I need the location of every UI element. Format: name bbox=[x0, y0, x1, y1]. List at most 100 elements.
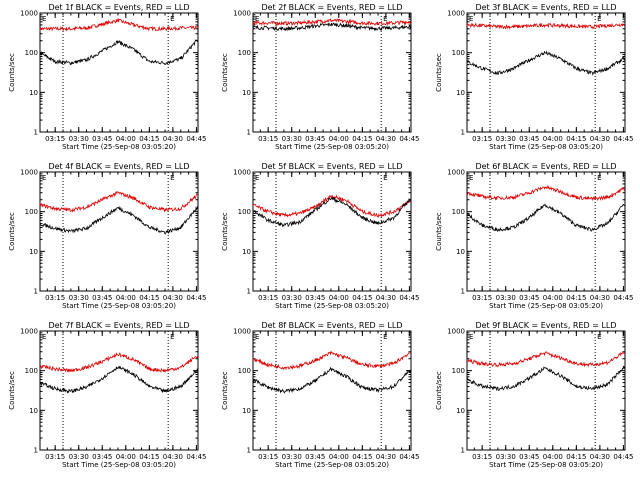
y-axis-label: Counts/sec bbox=[221, 371, 229, 410]
x-tick-label: 03:45 bbox=[305, 294, 325, 302]
x-axis-label: Start Time (25-Sep-08 03:05:20) bbox=[275, 302, 389, 310]
plot-frame bbox=[466, 171, 626, 292]
x-tick-label: 04:45 bbox=[186, 135, 206, 143]
x-tick-label: 04:15 bbox=[139, 453, 159, 461]
event-marker: E bbox=[383, 15, 387, 23]
x-tick-label: 04:30 bbox=[163, 294, 183, 302]
panel-det-2f: Det 2f BLACK = Events, RED = LLD 1 10 100 10… bbox=[221, 3, 420, 151]
event-marker: E bbox=[170, 333, 174, 341]
x-tick-label: 03:45 bbox=[519, 135, 539, 143]
x-axis-label: Start Time (25-Sep-08 03:05:20) bbox=[489, 302, 603, 310]
x-tick-label: 04:30 bbox=[376, 135, 396, 143]
x-tick-label: 03:15 bbox=[258, 453, 278, 461]
x-tick-label: 04:45 bbox=[613, 294, 633, 302]
x-axis-label: Start Time (25-Sep-08 03:05:20) bbox=[275, 143, 389, 151]
panel-det-3f: Det 3f BLACK = Events, RED = LLD 1 10 100 10… bbox=[435, 3, 634, 151]
y-tick-label: 1000 bbox=[233, 328, 251, 336]
y-tick-label: 1 bbox=[461, 129, 465, 137]
event-marker: E bbox=[255, 174, 259, 182]
series-lld-line bbox=[39, 17, 198, 32]
x-tick-label: 03:30 bbox=[69, 453, 89, 461]
y-axis-label: Counts/sec bbox=[8, 53, 16, 92]
y-tick-label: 100 bbox=[238, 208, 251, 216]
panel-title: Det 7f BLACK = Events, RED = LLD bbox=[48, 321, 189, 330]
x-tick-label: 04:15 bbox=[566, 135, 586, 143]
y-tick-label: 10 bbox=[29, 248, 38, 256]
event-marker: E bbox=[597, 174, 601, 182]
series-events-line bbox=[252, 22, 412, 32]
panel-title: Det 3f BLACK = Events, RED = LLD bbox=[475, 3, 616, 12]
event-marker: E bbox=[469, 174, 473, 182]
series-lld-line bbox=[466, 22, 625, 31]
y-tick-label: 100 bbox=[238, 367, 251, 375]
x-tick-label: 04:15 bbox=[352, 294, 372, 302]
x-tick-label: 04:15 bbox=[139, 294, 159, 302]
x-tick-label: 03:30 bbox=[282, 453, 302, 461]
y-tick-label: 100 bbox=[452, 208, 465, 216]
y-tick-label: 1 bbox=[461, 288, 465, 296]
x-tick-label: 04:30 bbox=[163, 135, 183, 143]
series-lld-line bbox=[39, 191, 198, 213]
x-tick-label: 03:45 bbox=[305, 453, 325, 461]
x-axis-label: Start Time (25-Sep-08 03:05:20) bbox=[275, 461, 389, 469]
event-marker: E bbox=[170, 15, 174, 23]
x-tick-label: 03:15 bbox=[45, 135, 65, 143]
x-tick-label: 03:15 bbox=[45, 453, 65, 461]
event-marker: E bbox=[597, 15, 601, 23]
y-tick-label: 1000 bbox=[20, 10, 38, 18]
x-tick-label: 04:00 bbox=[543, 294, 563, 302]
y-tick-label: 10 bbox=[242, 89, 251, 97]
x-tick-label: 04:00 bbox=[543, 453, 563, 461]
y-tick-label: 1000 bbox=[20, 328, 38, 336]
y-tick-label: 10 bbox=[242, 407, 251, 415]
x-tick-label: 04:00 bbox=[116, 294, 136, 302]
series-lld-line bbox=[467, 184, 625, 202]
panel-det-4f: Det 4f BLACK = Events, RED = LLD 1 10 100 10… bbox=[8, 162, 207, 310]
panel-title: Det 1f BLACK = Events, RED = LLD bbox=[48, 3, 189, 12]
x-tick-label: 03:15 bbox=[472, 294, 492, 302]
x-tick-label: 03:45 bbox=[519, 294, 539, 302]
plot-frame bbox=[39, 171, 199, 292]
x-tick-label: 04:45 bbox=[186, 294, 206, 302]
y-tick-label: 10 bbox=[29, 89, 38, 97]
plot-frame bbox=[466, 330, 626, 451]
plot-frame bbox=[252, 171, 412, 292]
y-tick-label: 1 bbox=[34, 288, 38, 296]
y-tick-label: 10 bbox=[29, 407, 38, 415]
x-tick-label: 03:15 bbox=[258, 135, 278, 143]
y-tick-label: 1000 bbox=[447, 10, 465, 18]
plot-frame bbox=[252, 12, 412, 133]
x-axis-label: Start Time (25-Sep-08 03:05:20) bbox=[62, 302, 176, 310]
x-tick-label: 03:15 bbox=[472, 135, 492, 143]
event-marker: E bbox=[255, 333, 259, 341]
x-tick-label: 03:30 bbox=[69, 135, 89, 143]
panel-det-6f: Det 6f BLACK = Events, RED = LLD 1 10 100 10… bbox=[435, 162, 634, 310]
series-events-line bbox=[466, 203, 625, 233]
panel-det-1f: Det 1f BLACK = Events, RED = LLD 1 10 100 10… bbox=[8, 3, 207, 151]
panel-det-9f: Det 9f BLACK = Events, RED = LLD 1 10 100 10… bbox=[435, 321, 634, 469]
x-tick-label: 04:30 bbox=[376, 294, 396, 302]
x-tick-label: 04:00 bbox=[329, 135, 349, 143]
x-tick-label: 03:30 bbox=[496, 453, 516, 461]
series-events-line bbox=[466, 50, 626, 76]
x-tick-label: 04:45 bbox=[399, 453, 419, 461]
x-tick-label: 04:45 bbox=[399, 294, 419, 302]
panel-title: Det 9f BLACK = Events, RED = LLD bbox=[475, 321, 616, 330]
event-marker: E bbox=[469, 333, 473, 341]
y-tick-label: 10 bbox=[456, 248, 465, 256]
y-axis-label: Counts/sec bbox=[435, 371, 443, 410]
x-tick-label: 04:15 bbox=[566, 294, 586, 302]
y-tick-label: 1000 bbox=[233, 10, 251, 18]
y-tick-label: 100 bbox=[452, 367, 465, 375]
y-tick-label: 1 bbox=[247, 288, 251, 296]
series-events-line bbox=[252, 366, 412, 394]
x-tick-label: 03:30 bbox=[496, 294, 516, 302]
y-axis-label: Counts/sec bbox=[8, 371, 16, 410]
y-tick-label: 1 bbox=[34, 447, 38, 455]
x-tick-label: 04:15 bbox=[352, 135, 372, 143]
x-tick-label: 04:45 bbox=[613, 453, 633, 461]
event-marker: E bbox=[383, 333, 387, 341]
x-tick-label: 04:15 bbox=[566, 453, 586, 461]
event-marker: E bbox=[42, 174, 46, 182]
y-tick-label: 1000 bbox=[20, 169, 38, 177]
